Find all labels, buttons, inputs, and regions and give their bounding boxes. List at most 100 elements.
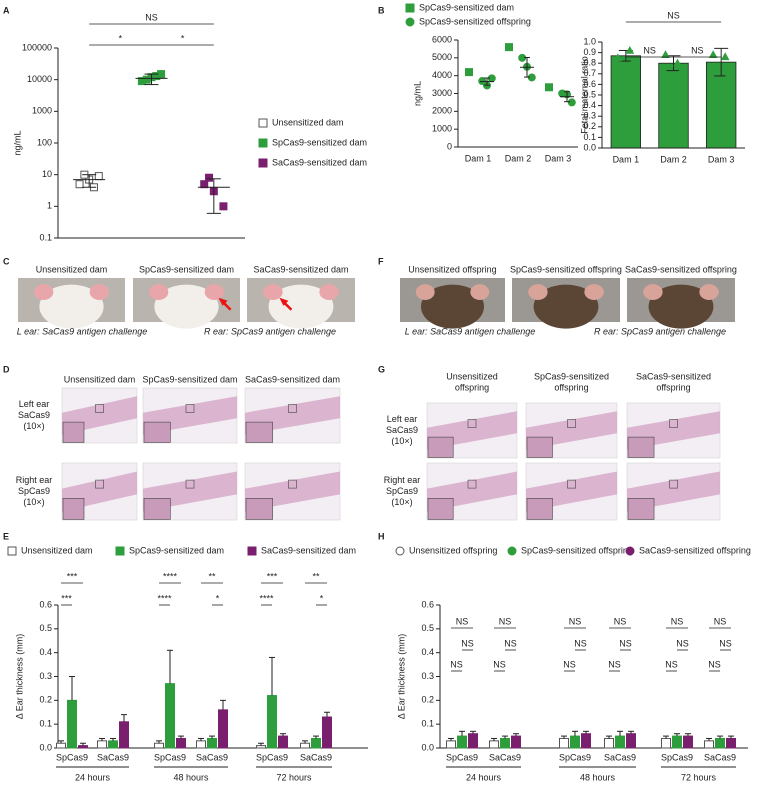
bar [176, 737, 186, 749]
y-tick-label: 0.1 [421, 719, 434, 729]
bar [658, 62, 689, 149]
x-tick-label: SaCas9 [604, 752, 636, 762]
legend-marker [625, 546, 635, 556]
mouse-ear [699, 284, 719, 300]
data-point [478, 77, 487, 86]
zoom-box [567, 479, 576, 489]
column-header: SpCas9-sensitized dam [139, 264, 234, 274]
y-tick-label: 1 [47, 201, 52, 211]
mouse-ear [263, 284, 283, 300]
arrow [222, 301, 232, 311]
significance-label: NS [665, 659, 678, 669]
y-tick-label: 3000 [432, 88, 452, 98]
legend-label: SpCas9-sensitized offspring [419, 16, 531, 26]
zoom-box [669, 419, 678, 428]
y-tick-label: 0.6 [583, 79, 596, 89]
x-tick-label: Dam 3 [545, 153, 572, 163]
y-tick-label: 100000 [22, 42, 52, 52]
x-tick-label: SaCas9 [704, 752, 736, 762]
caption: L ear: SaCas9 antigen challenge [405, 326, 535, 336]
inset [526, 498, 553, 520]
significance-label: NS [643, 45, 656, 55]
significance-label: * [320, 593, 324, 603]
inset [627, 436, 655, 458]
y-tick-label: 0.4 [583, 100, 596, 110]
bar [683, 735, 693, 749]
mouse-body [421, 284, 484, 329]
significance-label: NS [667, 10, 680, 20]
x-tick-label: Dam 1 [465, 153, 492, 163]
y-tick-label: 0.8 [583, 58, 596, 68]
data-point [724, 69, 734, 78]
y-tick-label: 0.3 [39, 671, 52, 681]
arrow [283, 301, 293, 311]
column-header: SaCas9-sensitized dam [245, 374, 340, 384]
y-axis-label: Fetal:maternal ratio [579, 56, 589, 134]
column-header: SpCas9-sensitized dam [142, 374, 237, 384]
x-tick-label: Dam 1 [613, 154, 640, 164]
y-tick-label: 0.6 [421, 599, 434, 609]
y-tick-label: 0.7 [583, 68, 596, 78]
legend-marker [395, 546, 405, 556]
y-tick-label: 0.4 [39, 647, 52, 657]
mouse-ear [149, 284, 169, 300]
y-axis-label: Δ Ear thickness (mm) [14, 634, 24, 720]
inset [245, 498, 273, 520]
y-tick-label: 6000 [432, 34, 452, 44]
zoom-box [95, 479, 104, 489]
data-point [94, 172, 103, 181]
significance-label: NS [708, 659, 721, 669]
significance-label: ** [312, 571, 320, 581]
row-label: (10×) [23, 497, 44, 507]
inset [62, 421, 85, 443]
significance-label: NS [608, 659, 621, 669]
column-header: offspring [656, 382, 690, 392]
bar [570, 735, 580, 749]
bar [196, 740, 206, 749]
bar [119, 721, 129, 749]
bar [615, 735, 625, 749]
significance-label: NS [614, 616, 627, 626]
column-header: Unsensitized dam [64, 374, 136, 384]
column-header: SpCas9-sensitized [534, 371, 609, 381]
data-point [205, 173, 214, 182]
data-point [152, 72, 161, 81]
y-tick-label: 100 [37, 137, 52, 147]
data-point [200, 180, 209, 189]
x-tick-label: SpCas9 [446, 752, 478, 762]
mouse-ear [643, 284, 663, 300]
significance-label: NS [619, 638, 632, 648]
column-header: Unsensitized [446, 371, 498, 381]
significance-label: NS [493, 659, 506, 669]
mouse-ear [470, 284, 490, 300]
y-tick-label: 0.1 [39, 232, 52, 242]
legend-marker [247, 546, 257, 556]
panel-label: G [378, 364, 385, 374]
significance-label: NS [450, 659, 463, 669]
column-header: SaCas9-sensitized dam [253, 264, 348, 274]
x-tick-label: Dam 2 [660, 154, 687, 164]
significance-label: NS [714, 616, 727, 626]
zoom-box [467, 479, 477, 489]
mouse-ear [584, 284, 604, 300]
inset [526, 436, 553, 458]
x-tick-label: SaCas9 [489, 752, 521, 762]
caption: R ear: SpCas9 antigen challenge [204, 326, 336, 336]
x-tick-label: SaCas9 [97, 752, 129, 762]
significance-label: NS [563, 659, 576, 669]
row-label: SpCas9 [18, 486, 50, 496]
bar [704, 740, 714, 749]
bar [672, 735, 682, 749]
bar [489, 740, 499, 749]
data-point [567, 98, 576, 107]
panel-label: F [378, 256, 384, 266]
bar [218, 709, 228, 749]
legend-marker [7, 546, 17, 556]
legend-marker [507, 546, 517, 556]
y-tick-label: 0.0 [583, 142, 596, 152]
bar [559, 737, 569, 749]
bar [468, 733, 478, 749]
legend-marker [115, 546, 125, 556]
group-label: 72 hours [276, 772, 312, 782]
data-point [75, 180, 84, 189]
